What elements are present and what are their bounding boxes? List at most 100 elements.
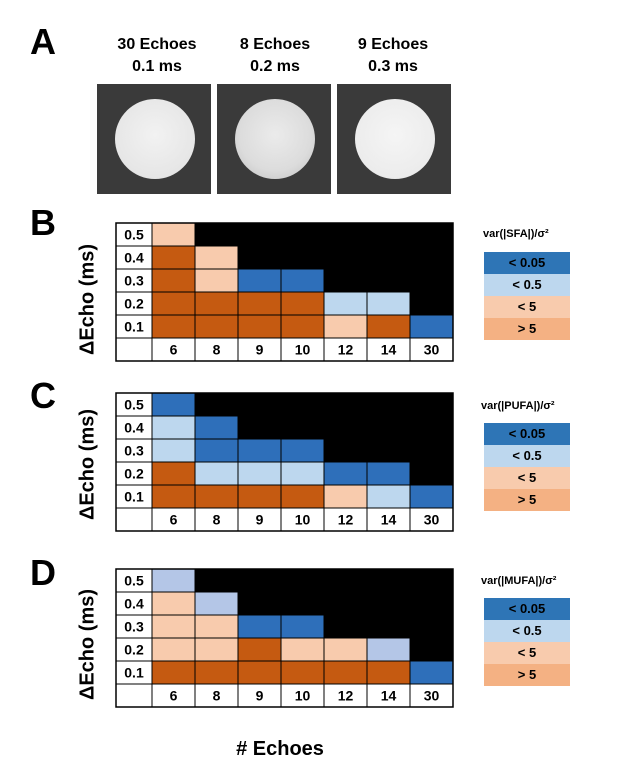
legend-item: < 5 [484,296,570,318]
x-tick-label: 8 [213,342,221,358]
heatmap-cell [409,484,454,509]
panel-label-c: C [30,375,56,416]
heatmap-cell [410,592,453,615]
heatmap-cell [323,291,368,316]
heatmap-cell [324,393,367,416]
heatmap-cell [280,291,325,316]
heatmap-cell [194,461,239,486]
phantom-title-1: 30 Echoes 0.1 ms [97,34,217,78]
panel-label-b: B [30,202,56,243]
y-tick-label: 0.2 [124,642,144,658]
heatmap-cell [410,269,453,292]
heatmap-cell [324,439,367,462]
x-tick-label: 30 [424,688,440,704]
heatmap-cell [151,568,196,593]
heatmap-cell [194,291,239,316]
y-tick-label: 0.2 [124,466,144,482]
x-tick-label: 14 [381,342,397,358]
grid-border [115,392,454,532]
x-tick-label: 12 [338,688,354,704]
heatmap-cell [194,245,239,270]
x-tick-label: 14 [381,512,397,528]
heatmap-cell [367,416,410,439]
corner-cell [115,507,153,532]
phantom-echoes-2: 8 Echoes [239,36,311,53]
heatmap-cell [151,461,196,486]
heatmap-cell [195,223,238,246]
heatmap-cell [151,392,196,417]
heatmap-cell [281,592,324,615]
heatmap-cell [238,592,281,615]
x-tick-label: 12 [338,342,354,358]
heatmap-cell [237,637,282,662]
y-tick-label: 0.3 [124,273,144,289]
phantom-spacing-3: 0.3 ms [368,58,418,75]
heatmap-cell [194,660,239,685]
y-tick-label: 0.5 [124,397,144,413]
heatmap-cell [324,223,367,246]
heatmap-d: 0.5 0.4 0.3 0.2 0.1 6 8 9 10 12 14 30 [115,568,454,708]
panel-label-d: D [30,552,56,593]
heatmap-cell [367,439,410,462]
x-tick-label: 6 [170,342,178,358]
heatmap-cell [237,660,282,685]
heatmap-cell [410,223,453,246]
y-axis-label-c: ΔEcho (ms) [76,408,99,521]
phantom-echoes-3: 9 Echoes [357,36,429,53]
legend-title-c: var(|PUFA|)/σ² [481,400,555,412]
heatmap-cell [410,246,453,269]
y-tick-label: 0.3 [124,443,144,459]
heatmap-cell [409,660,454,685]
heatmap-cell [410,439,453,462]
legend-item: < 0.05 [484,423,570,445]
heatmap-cell [238,416,281,439]
heatmap-cell [151,268,196,293]
y-axis-label-d: ΔEcho (ms) [76,588,99,701]
heatmap-cell [237,438,282,463]
heatmap-cell [366,637,411,662]
x-tick-label: 9 [256,688,264,704]
x-tick-label: 6 [170,688,178,704]
heatmap-cell [238,246,281,269]
legend-d: < 0.05 < 0.5 < 5 > 5 [484,598,570,686]
y-tick-label: 0.1 [124,665,144,681]
heatmap-cell [324,269,367,292]
heatmap-cell [194,415,239,440]
x-tick-label: 9 [256,512,264,528]
heatmap-cell [367,269,410,292]
heatmap-cell [410,416,453,439]
heatmap-cell [323,314,368,339]
heatmap-b: 0.5 0.4 0.3 0.2 0.1 6 8 9 10 12 14 30 [115,222,454,362]
corner-cell [115,337,153,362]
legend-item: < 0.5 [484,445,570,467]
heatmap-cell [280,314,325,339]
heatmap-cell [324,246,367,269]
heatmap-cell [280,637,325,662]
heatmap-cell [409,314,454,339]
heatmap-cell [367,246,410,269]
heatmap-cell [367,223,410,246]
x-tick-label: 9 [256,342,264,358]
x-tick-label: 30 [424,342,440,358]
heatmap-cell [194,484,239,509]
heatmap-cell [280,660,325,685]
heatmap-cell [151,660,196,685]
heatmap-cell [151,222,196,247]
heatmap-cell [323,660,368,685]
corner-cell [115,683,153,708]
heatmap-cell [324,615,367,638]
heatmap-cell [410,569,453,592]
heatmap-cell [324,592,367,615]
phantom-image-3 [337,84,451,194]
heatmap-cell [151,438,196,463]
phantom-spacing-1: 0.1 ms [132,58,182,75]
grid-border [115,222,454,362]
heatmap-cell [280,484,325,509]
x-tick-label: 30 [424,512,440,528]
heatmap-cell [280,438,325,463]
legend-item: < 0.05 [484,598,570,620]
legend-item: > 5 [484,489,570,511]
heatmap-cell [237,268,282,293]
heatmap-cell [151,484,196,509]
legend-item: < 0.5 [484,274,570,296]
